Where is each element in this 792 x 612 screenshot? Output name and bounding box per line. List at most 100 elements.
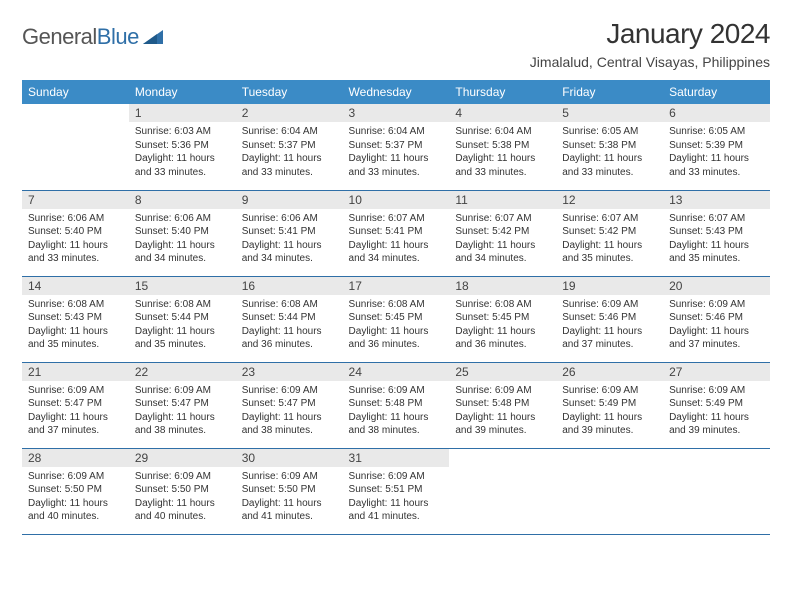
day-daylight1-line: Daylight: 11 hours [349, 152, 444, 166]
day-daylight1-line: Daylight: 11 hours [135, 497, 230, 511]
day-daylight2-line: and 33 minutes. [242, 166, 337, 180]
day-details: Sunrise: 6:09 AMSunset: 5:47 PMDaylight:… [236, 381, 343, 442]
month-title: January 2024 [530, 18, 770, 50]
weekday-header: Monday [129, 80, 236, 104]
day-number: 5 [556, 104, 663, 122]
day-daylight2-line: and 33 minutes. [669, 166, 764, 180]
logo-triangle-icon [143, 30, 163, 44]
day-daylight2-line: and 36 minutes. [455, 338, 550, 352]
day-daylight2-line: and 35 minutes. [135, 338, 230, 352]
day-sunset-line: Sunset: 5:39 PM [669, 139, 764, 153]
calendar-day-cell: 17Sunrise: 6:08 AMSunset: 5:45 PMDayligh… [343, 276, 450, 362]
calendar-header-row: Sunday Monday Tuesday Wednesday Thursday… [22, 80, 770, 104]
day-daylight2-line: and 33 minutes. [562, 166, 657, 180]
day-number: 26 [556, 363, 663, 381]
day-daylight2-line: and 40 minutes. [28, 510, 123, 524]
day-daylight2-line: and 34 minutes. [135, 252, 230, 266]
calendar-day-cell: 12Sunrise: 6:07 AMSunset: 5:42 PMDayligh… [556, 190, 663, 276]
day-number: 6 [663, 104, 770, 122]
day-sunset-line: Sunset: 5:50 PM [28, 483, 123, 497]
day-daylight1-line: Daylight: 11 hours [135, 239, 230, 253]
calendar-day-cell: 26Sunrise: 6:09 AMSunset: 5:49 PMDayligh… [556, 362, 663, 448]
day-number: 16 [236, 277, 343, 295]
day-sunrise-line: Sunrise: 6:04 AM [242, 125, 337, 139]
day-sunset-line: Sunset: 5:46 PM [562, 311, 657, 325]
day-daylight1-line: Daylight: 11 hours [242, 239, 337, 253]
day-details: Sunrise: 6:04 AMSunset: 5:37 PMDaylight:… [236, 122, 343, 183]
day-daylight1-line: Daylight: 11 hours [455, 411, 550, 425]
day-daylight1-line: Daylight: 11 hours [242, 325, 337, 339]
calendar-day-cell: 30Sunrise: 6:09 AMSunset: 5:50 PMDayligh… [236, 448, 343, 534]
day-sunrise-line: Sunrise: 6:09 AM [669, 384, 764, 398]
day-number: 2 [236, 104, 343, 122]
day-sunset-line: Sunset: 5:45 PM [349, 311, 444, 325]
day-sunset-line: Sunset: 5:37 PM [242, 139, 337, 153]
day-sunset-line: Sunset: 5:36 PM [135, 139, 230, 153]
day-sunrise-line: Sunrise: 6:09 AM [135, 384, 230, 398]
day-sunrise-line: Sunrise: 6:09 AM [242, 470, 337, 484]
logo: GeneralBlue [22, 24, 163, 50]
calendar-page: GeneralBlue January 2024 Jimalalud, Cent… [0, 0, 792, 553]
calendar-week-row: 1Sunrise: 6:03 AMSunset: 5:36 PMDaylight… [22, 104, 770, 190]
day-sunrise-line: Sunrise: 6:04 AM [349, 125, 444, 139]
location-subtitle: Jimalalud, Central Visayas, Philippines [530, 54, 770, 70]
day-details: Sunrise: 6:09 AMSunset: 5:46 PMDaylight:… [556, 295, 663, 356]
day-details: Sunrise: 6:05 AMSunset: 5:38 PMDaylight:… [556, 122, 663, 183]
day-daylight1-line: Daylight: 11 hours [669, 325, 764, 339]
day-number: 13 [663, 191, 770, 209]
calendar-day-cell: 11Sunrise: 6:07 AMSunset: 5:42 PMDayligh… [449, 190, 556, 276]
day-number: 19 [556, 277, 663, 295]
day-daylight2-line: and 39 minutes. [669, 424, 764, 438]
day-sunrise-line: Sunrise: 6:09 AM [242, 384, 337, 398]
day-daylight2-line: and 35 minutes. [28, 338, 123, 352]
calendar-day-cell [22, 104, 129, 190]
calendar-body: 1Sunrise: 6:03 AMSunset: 5:36 PMDaylight… [22, 104, 770, 534]
day-number: 11 [449, 191, 556, 209]
day-sunrise-line: Sunrise: 6:06 AM [242, 212, 337, 226]
day-daylight1-line: Daylight: 11 hours [562, 239, 657, 253]
day-sunrise-line: Sunrise: 6:09 AM [455, 384, 550, 398]
day-daylight1-line: Daylight: 11 hours [349, 325, 444, 339]
day-details: Sunrise: 6:09 AMSunset: 5:51 PMDaylight:… [343, 467, 450, 528]
day-sunset-line: Sunset: 5:42 PM [562, 225, 657, 239]
day-details: Sunrise: 6:09 AMSunset: 5:49 PMDaylight:… [663, 381, 770, 442]
day-daylight1-line: Daylight: 11 hours [669, 411, 764, 425]
day-details: Sunrise: 6:04 AMSunset: 5:38 PMDaylight:… [449, 122, 556, 183]
weekday-header: Wednesday [343, 80, 450, 104]
calendar-day-cell: 9Sunrise: 6:06 AMSunset: 5:41 PMDaylight… [236, 190, 343, 276]
calendar-day-cell: 2Sunrise: 6:04 AMSunset: 5:37 PMDaylight… [236, 104, 343, 190]
day-sunset-line: Sunset: 5:51 PM [349, 483, 444, 497]
day-sunrise-line: Sunrise: 6:07 AM [562, 212, 657, 226]
day-details: Sunrise: 6:09 AMSunset: 5:49 PMDaylight:… [556, 381, 663, 442]
day-sunrise-line: Sunrise: 6:09 AM [562, 384, 657, 398]
day-daylight1-line: Daylight: 11 hours [242, 152, 337, 166]
day-sunset-line: Sunset: 5:44 PM [242, 311, 337, 325]
calendar-week-row: 7Sunrise: 6:06 AMSunset: 5:40 PMDaylight… [22, 190, 770, 276]
day-sunset-line: Sunset: 5:44 PM [135, 311, 230, 325]
day-daylight1-line: Daylight: 11 hours [562, 411, 657, 425]
day-daylight1-line: Daylight: 11 hours [28, 411, 123, 425]
day-number: 4 [449, 104, 556, 122]
day-number: 30 [236, 449, 343, 467]
calendar-day-cell: 10Sunrise: 6:07 AMSunset: 5:41 PMDayligh… [343, 190, 450, 276]
day-daylight2-line: and 33 minutes. [135, 166, 230, 180]
day-details: Sunrise: 6:08 AMSunset: 5:45 PMDaylight:… [343, 295, 450, 356]
calendar-day-cell: 15Sunrise: 6:08 AMSunset: 5:44 PMDayligh… [129, 276, 236, 362]
day-details: Sunrise: 6:09 AMSunset: 5:47 PMDaylight:… [22, 381, 129, 442]
day-details: Sunrise: 6:09 AMSunset: 5:48 PMDaylight:… [449, 381, 556, 442]
day-sunset-line: Sunset: 5:42 PM [455, 225, 550, 239]
day-details: Sunrise: 6:09 AMSunset: 5:48 PMDaylight:… [343, 381, 450, 442]
day-sunrise-line: Sunrise: 6:07 AM [669, 212, 764, 226]
day-details: Sunrise: 6:08 AMSunset: 5:45 PMDaylight:… [449, 295, 556, 356]
day-daylight2-line: and 35 minutes. [562, 252, 657, 266]
day-daylight2-line: and 37 minutes. [28, 424, 123, 438]
day-daylight1-line: Daylight: 11 hours [669, 239, 764, 253]
weekday-header: Thursday [449, 80, 556, 104]
day-sunset-line: Sunset: 5:50 PM [135, 483, 230, 497]
day-daylight1-line: Daylight: 11 hours [562, 152, 657, 166]
day-sunset-line: Sunset: 5:40 PM [135, 225, 230, 239]
day-number: 3 [343, 104, 450, 122]
title-block: January 2024 Jimalalud, Central Visayas,… [530, 18, 770, 70]
day-daylight2-line: and 39 minutes. [455, 424, 550, 438]
day-daylight1-line: Daylight: 11 hours [28, 497, 123, 511]
